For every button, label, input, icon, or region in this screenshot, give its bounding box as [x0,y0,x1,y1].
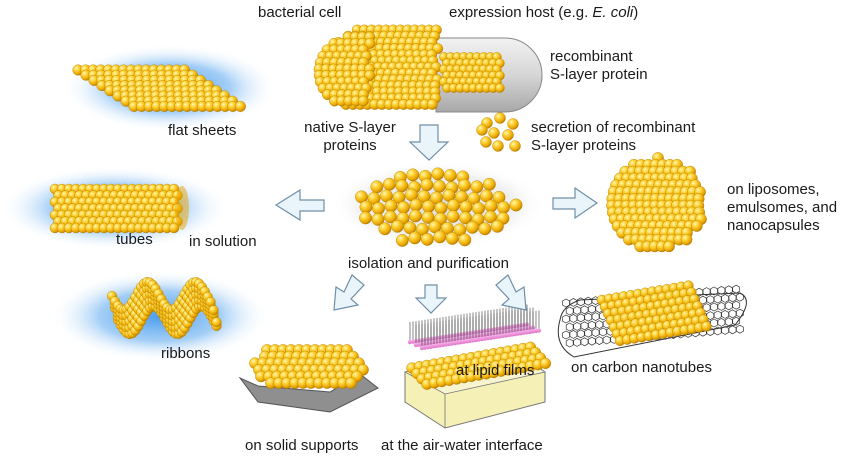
bacterial-cell-label: bacterial cell [258,4,342,21]
carbon-nanotubes-label: on carbon nanotubes [571,359,712,376]
flat-sheets-label: flat sheets [168,122,237,139]
air-water-label: at the air-water interface [381,437,543,454]
expression-host-prefix: expression host (e.g. [449,4,593,21]
arrow-down-right-icon [495,274,527,311]
arrow-down-icon [408,124,450,161]
air-water-layer [406,341,552,390]
flat-sheet-structure [72,64,246,112]
liposomes-label-line2: emulsomes, and [727,199,838,216]
bacterial-cell [313,24,444,110]
arrows [274,124,599,314]
arrow-left-icon [274,188,325,222]
solid-supports-label: on solid supports [245,437,359,454]
tube-structure [49,183,189,234]
native-label-line2: proteins [323,137,377,154]
arrow-down-icon [414,284,448,314]
recombinant-s-layer-rod [439,52,505,93]
recombinant-label-line1: recombinant [550,48,633,65]
ribbon-structure [106,277,222,340]
secretion-label-line2: S-layer proteins [531,137,637,154]
expression-host-suffix: ) [633,4,639,21]
expression-host-label: expression host (e.g. E. coli) [449,4,638,22]
liposome-sphere [606,152,707,253]
tubes-label: tubes [116,231,153,248]
recombinant-label-line2: S-layer protein [550,66,648,83]
isolation-label: isolation and purification [348,255,509,272]
arrow-right-icon [552,186,599,220]
liposomes-label-line1: on liposomes, [727,181,820,198]
arrow-down-left-icon [333,274,365,311]
isolated-proteins [355,167,523,247]
lipid-film [407,304,542,351]
carbon-nanotube-coating [596,280,712,346]
secretion-label-line1: secretion of recombinant [531,119,696,136]
solid-support-layer [249,344,369,389]
secreted-proteins [476,112,521,152]
native-label-line1: native S-layer [304,119,396,136]
liposomes-label-line3: nanocapsules [727,217,820,234]
ribbons-label: ribbons [161,345,211,362]
expression-host-species: E. coli [592,4,634,21]
lipid-films-label: at lipid films [456,362,535,379]
in-solution-label: in solution [189,233,257,250]
